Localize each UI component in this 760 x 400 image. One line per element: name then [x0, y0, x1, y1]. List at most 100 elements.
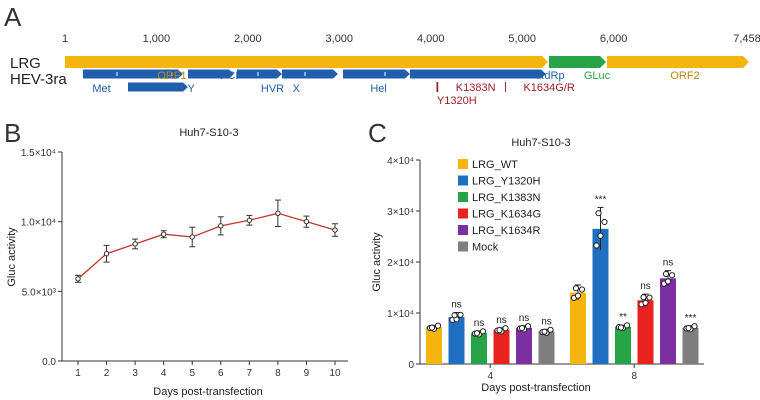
replicate-point: [664, 278, 672, 285]
domain-label: Met: [92, 83, 110, 95]
scale-tick-label: 2,000: [234, 33, 262, 45]
domain-label: Hel: [370, 83, 387, 95]
scale-tick-label: 1,000: [143, 33, 171, 45]
y-tick-label: 1.0×10⁴: [21, 218, 56, 229]
legend-label: LRG_WT: [472, 159, 518, 171]
replicate-point: [518, 325, 526, 332]
significance-label: ns: [541, 316, 552, 327]
scale-tick-label: 7,458: [733, 33, 760, 45]
significance-label: ns: [663, 258, 674, 269]
y-tick-label: 4×10⁴: [387, 156, 414, 167]
scale-tick-label: 6,000: [600, 33, 628, 45]
replicate-point: [597, 232, 604, 239]
data-point: [189, 234, 195, 240]
replicate-point: [595, 210, 602, 217]
legend-swatch: [458, 192, 468, 202]
x-tick-label: 4: [487, 371, 493, 382]
panel-c-bar-chart: C Huh7-S10-3 Days post-transfection Gluc…: [368, 118, 704, 394]
replicate-point: [541, 328, 548, 335]
domain-label: PCP: [220, 70, 243, 82]
data-point: [303, 218, 310, 225]
legend-swatch: [458, 208, 468, 219]
legend-label: LRG_K1383N: [472, 192, 541, 204]
replicate-point: [640, 294, 647, 301]
chart-c-axes: 0 1×10⁴ 2×10⁴ 3×10⁴ 4×10⁴ 4 8: [387, 156, 704, 382]
chart-c-ylabel: Gluc activity: [371, 232, 383, 292]
data-point: [75, 276, 81, 282]
x-tick-label: 4: [161, 368, 167, 379]
legend-swatch: [458, 225, 468, 235]
bar: [592, 228, 609, 364]
x-tick-label: 3: [132, 368, 138, 379]
orf1-arrow: [65, 56, 548, 68]
data-point: [218, 223, 224, 229]
replicate-point: [691, 323, 698, 330]
x-tick-label: 10: [329, 368, 341, 379]
chart-c-legend: LRG_WT LRG_Y1320H LRG_K1383N LRG_K1634G LRG_…: [458, 159, 541, 254]
replicate-point: [668, 272, 676, 279]
bar: [637, 300, 654, 364]
domain-label: X: [293, 83, 301, 95]
legend-label: LRG_K1634G: [472, 209, 541, 221]
orf1-label: ORF1: [157, 70, 186, 82]
panel-b-line-chart: B Huh7-S10-3 Days post-transfection Gluc…: [4, 118, 348, 398]
data-point: [246, 217, 253, 223]
significance-label: ns: [519, 313, 530, 324]
significance-label: ns: [496, 315, 507, 326]
domain-labels: Met Y PCP HVR X Hel RdRp: [92, 70, 564, 95]
replicate-point: [662, 270, 670, 278]
scale-tick-label: 1: [62, 33, 68, 45]
bar: [615, 326, 631, 364]
y-tick-label: 0: [408, 360, 414, 371]
replicate-point: [646, 294, 653, 301]
legend-label: Mock: [472, 242, 499, 254]
domain-arrow: [410, 69, 546, 79]
replicate-point: [457, 311, 464, 318]
replicate-point: [685, 325, 692, 332]
domain-arrow: [83, 69, 183, 79]
replicate-point: [428, 324, 436, 331]
mutation-label: K1383N: [456, 82, 496, 94]
replicate-point: [524, 323, 532, 330]
domain-arrow: [188, 69, 234, 79]
replicate-point: [617, 324, 625, 331]
x-tick-label: 8: [275, 368, 281, 379]
x-tick-label: 9: [304, 368, 310, 379]
y-tick-label: 1×10⁴: [387, 309, 414, 320]
panel-a-genome-map: A LRG HEV-3ra 1 1,000 2,000 3,000 4,000 5,000…: [4, 2, 760, 107]
x-tick-label: 2: [104, 368, 110, 379]
bar: [570, 292, 586, 364]
panel-a-letter: A: [4, 2, 22, 32]
chart-b-title: Huh7-S10-3: [179, 127, 238, 139]
significance-label: ***: [685, 313, 697, 324]
replicate-point: [593, 242, 600, 249]
genome-scale: 1 1,000 2,000 3,000 4,000 5,000 6,000 7,458: [62, 33, 760, 45]
chart-b-marks: [75, 199, 338, 283]
domain-arrow: [343, 69, 410, 79]
replicate-point: [574, 292, 582, 299]
bar: [426, 327, 442, 364]
bar: [538, 331, 555, 364]
replicate-point: [572, 285, 580, 292]
legend-label: LRG_Y1320H: [472, 176, 541, 188]
domain-arrows: [83, 69, 546, 92]
orf2-label: ORF2: [670, 70, 699, 82]
x-tick-label: 1: [75, 368, 81, 379]
significance-label: ns: [474, 318, 485, 329]
replicate-point: [623, 322, 631, 329]
significance-label: ns: [451, 299, 462, 310]
replicate-point: [473, 330, 481, 337]
domain-label: HVR: [261, 83, 284, 95]
bar: [516, 327, 532, 364]
bar: [682, 327, 699, 364]
mutation-label: Y1320H: [437, 95, 477, 107]
domain-arrow: [282, 69, 338, 79]
replicate-point: [496, 327, 503, 334]
domain-label: RdRp: [536, 70, 564, 82]
significance-label: **: [619, 312, 627, 323]
x-tick-label: 8: [631, 371, 637, 382]
scale-tick-label: 3,000: [326, 33, 354, 45]
y-tick-label: 3×10⁴: [387, 207, 414, 218]
